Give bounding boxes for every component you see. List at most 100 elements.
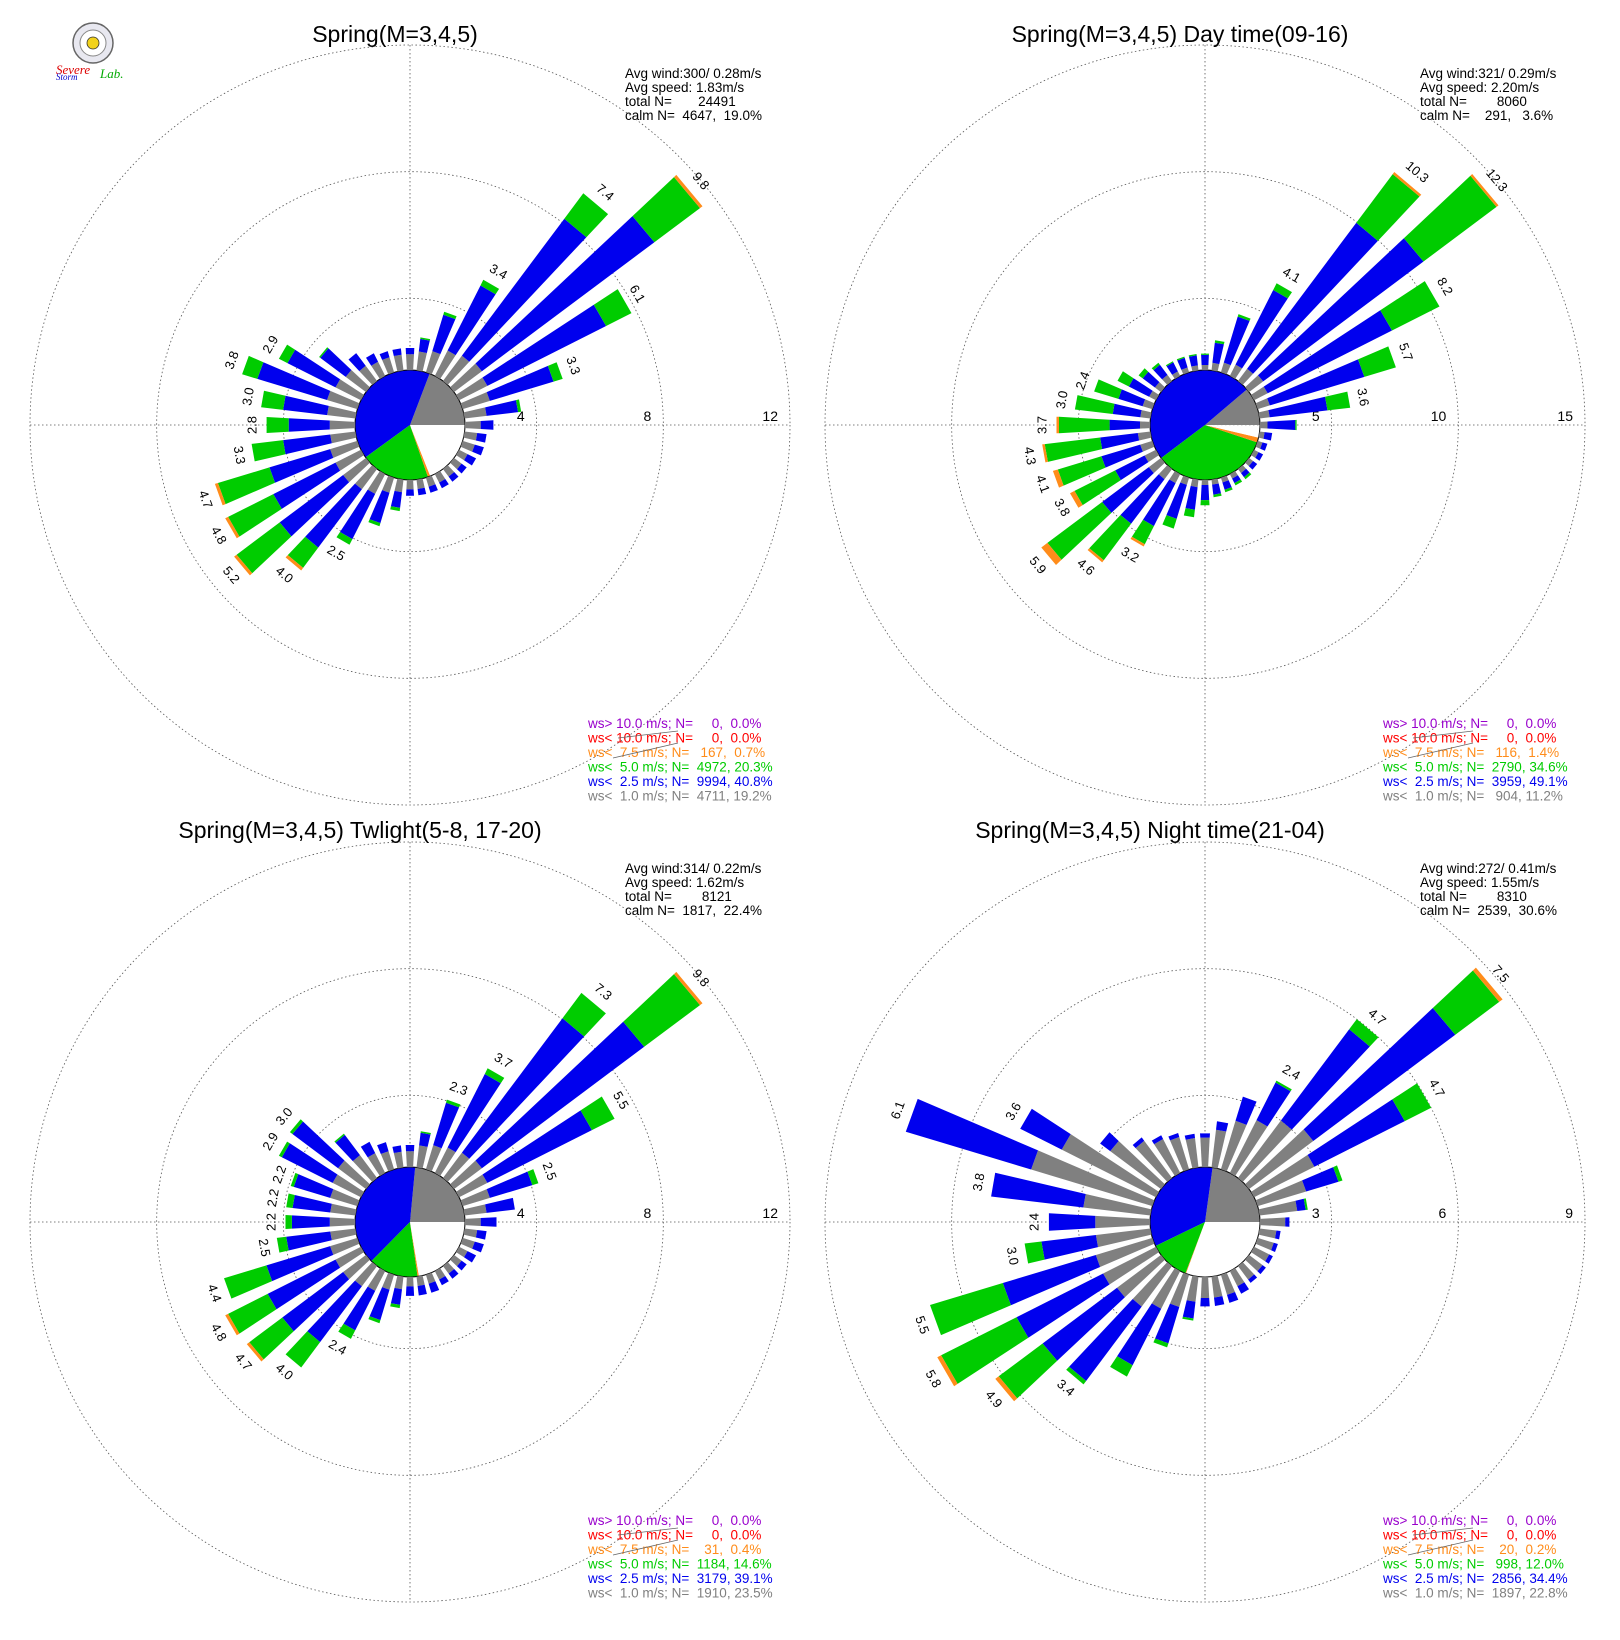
bar-segment-lt1 [1255,440,1263,449]
bar-segment-lt1 [1170,1137,1190,1172]
bar-segment-lt1 [330,1189,360,1207]
bar-segment-lt2_5 [480,1217,497,1227]
stat-line: total N= 8121 [625,889,732,904]
bar-segment-lt2_5 [1247,222,1378,374]
bar-segment-lt1 [352,1155,378,1182]
bar-segment-lt7_5 [285,555,304,571]
calm-pie-slice-lt7_5 [1185,1222,1205,1274]
bar-segment-lt2_5 [379,351,390,360]
bar-segment-lt2_5 [457,1260,467,1271]
bar-segment-lt2_5 [1258,238,1424,382]
bar-segment-lt5 [285,1215,292,1229]
bar-segment-lt1 [335,379,364,401]
bar-segment-lt1 [1259,421,1268,429]
bar-segment-lt5 [593,289,632,326]
bar-segment-lt5 [334,1133,345,1143]
legend-entry: ws< 5.0 m/s; N= 998, 12.0% [1382,1557,1564,1572]
bar-segment-lt1 [1251,1246,1270,1262]
bar-segment-lt2_5 [482,1110,592,1183]
logo-text-severe: Severe [56,62,90,77]
bar-segment-lt7_5 [225,516,240,539]
bar-segment-lt1 [367,471,386,494]
legend-strike-line [1412,1527,1474,1536]
stat-line: calm N= 2539, 30.6% [1420,903,1557,918]
bar-segment-lt2_5 [1303,1008,1456,1141]
bar-segment-lt2_5 [1118,389,1146,407]
legend-strike-line [617,730,679,739]
windrose-panel-2: 5 10 154.110.3 12.38.25.73.63.24.65.93.84.1… [824,21,1586,806]
bar-segment-lt2_5 [1267,359,1365,406]
bar-segment-lt2_5 [1248,1274,1258,1283]
stat-line: calm N= 1817, 22.4% [625,903,762,918]
bar-segment-lt2_5 [1256,1082,1291,1127]
bar-segment-lt1 [1211,362,1220,372]
bar-total-label: 3.0 [1004,1246,1022,1266]
bar-segment-lt1 [330,1237,360,1255]
bar-segment-lt2_5 [1227,1292,1239,1303]
bar-segment-lt1 [1158,465,1173,480]
ring-tick-label: 15 [1557,408,1573,424]
bar-segment-lt1 [1170,1272,1190,1307]
bar-total-label: 5.5 [610,1089,632,1112]
bar-segment-lt1 [1237,1120,1292,1182]
bar-segment-lt7_5 [234,554,253,576]
bar-segment-lt2_5 [1212,342,1224,365]
bar-segment-lt1 [1061,1134,1159,1198]
bar-total-label: 3.8 [221,349,241,371]
bar-segment-lt1 [450,1254,462,1267]
bar-segment-lt2_5 [1184,1133,1195,1140]
bar-segment-lt2_5 [1263,310,1392,394]
bar-segment-lt1 [1135,1140,1173,1182]
panel-title: Spring(M=3,4,5) [312,21,478,47]
bar-segment-lt1 [425,475,436,487]
calm-pie-slice-lt2_5 [1150,370,1247,459]
bar-segment-lt2_5 [1016,1273,1110,1338]
bar-segment-lt5 [1275,1080,1292,1092]
bar-segment-lt1 [330,1203,357,1216]
bar-segment-lt1 [1117,1254,1165,1298]
calm-pie-slice-calm [1186,1222,1260,1277]
bar-segment-lt2_5 [1241,468,1250,478]
bar-segment-lt5 [286,1193,295,1208]
bar-segment-lt2_5 [447,285,496,356]
calm-pie-slice-lt1 [410,1167,465,1222]
calm-pie-slice-lt7_5 [410,1222,419,1277]
bar-total-label: 2.5 [540,1160,560,1182]
bar-total-label: 2.9 [259,1130,281,1153]
bar-segment-lt2_5 [1100,1132,1119,1152]
bar-segment-lt2_5 [472,1241,484,1253]
bar-segment-lt2_5 [447,1074,501,1153]
bar-segment-lt2_5 [257,362,331,400]
bar-segment-lt7_5 [1087,548,1104,563]
bar-segment-lt1 [406,1276,414,1287]
bar-segment-lt5 [236,522,292,574]
bar-total-label: 3.6 [1002,1100,1024,1123]
bar-segment-lt1 [434,1147,456,1176]
bar-segment-lt1 [1255,1180,1307,1207]
bar-segment-lt2_5 [390,490,402,508]
bar-segment-lt2_5 [405,1286,415,1296]
windrose-panel-4: 3 6 9 2.4 4.7 7.5 4.7 3.4 4.9 5.8 5.5 3.0 2.4 3.8 6.1 3… [824,817,1586,1603]
bar-segment-lt7_5 [246,1342,264,1362]
bar-segment-lt2_5 [1263,432,1273,441]
legend-strike-line [612,742,679,759]
bar-segment-lt2_5 [439,479,449,489]
bar-segment-lt5 [1183,508,1195,518]
bar-total-label: 4.3 [1021,446,1039,466]
bar-segment-lt5 [338,1323,356,1339]
bar-segment-lt7_5 [1070,490,1083,508]
bar-segment-lt2_5 [1248,461,1258,470]
bar-segment-lt2_5 [1295,1198,1306,1211]
bar-segment-lt1 [355,1262,378,1287]
bar-segment-lt1 [442,355,470,385]
bar-segment-lt5 [261,390,286,410]
bar-segment-lt5 [1047,502,1112,560]
bar-segment-lt1 [367,1268,386,1291]
bar-segment-lt5 [276,1236,289,1253]
bar-segment-lt2_5 [1112,403,1142,418]
bar-segment-lt7_5 [674,174,703,209]
bar-segment-lt2_5 [461,218,587,362]
bar-segment-lt1 [442,1152,470,1182]
bar-segment-lt5 [1162,515,1177,529]
bar-segment-lt1 [330,1228,357,1241]
